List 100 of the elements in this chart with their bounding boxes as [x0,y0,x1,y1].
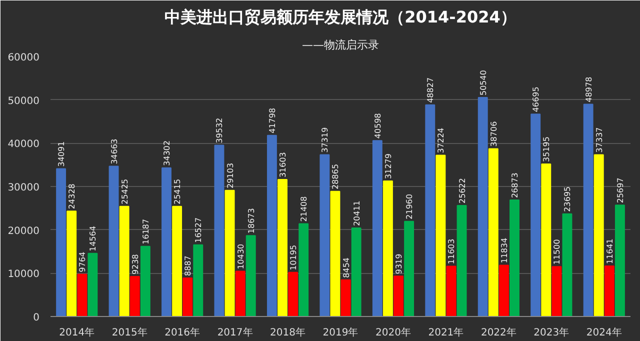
bar [193,244,204,316]
data-label: 8454 [342,258,351,278]
x-tick-label: 2018年 [270,326,306,338]
data-label: 26873 [510,172,520,198]
bar [278,179,288,316]
chart-subtitle: ——物流启示录 [302,38,379,52]
bar [140,246,150,316]
data-label: 21408 [300,196,309,222]
data-label: 37337 [594,127,604,153]
bar [77,274,88,316]
bar [246,235,256,316]
data-label: 9319 [394,254,404,274]
bar [614,204,625,316]
data-label: 9238 [130,254,140,274]
data-label: 23695 [563,186,572,212]
bar [56,168,66,316]
data-label: 10195 [289,244,298,270]
bar [172,206,182,316]
data-label: 16527 [194,217,204,243]
bar [425,104,436,316]
data-label: 37319 [320,127,330,153]
data-label: 34302 [162,140,172,166]
data-label: 11500 [552,239,562,265]
y-tick-label: 20000 [8,226,40,237]
bar [235,270,246,316]
data-label: 35195 [542,136,552,162]
data-label: 38706 [489,121,498,147]
data-label: 48827 [426,77,436,103]
bar [108,166,119,316]
bar [583,104,594,316]
bar [224,190,235,316]
x-tick-label: 2016年 [164,326,200,338]
x-tick-label: 2021年 [428,326,464,338]
bar [266,134,277,316]
y-tick-label: 40000 [8,139,40,150]
y-tick-label: 50000 [8,96,40,107]
bar [330,190,340,316]
bar [214,144,224,316]
bar [530,114,541,316]
bar [320,154,330,316]
bar [288,272,298,316]
data-label: 9764 [78,252,88,272]
y-tick-label: 0 [33,312,40,324]
data-label: 34663 [110,138,119,164]
x-tick-label: 2023年 [534,326,570,338]
x-tick-label: 2015年 [112,326,148,338]
bar [394,276,404,316]
data-label: 46695 [532,86,541,112]
y-tick-label: 60000 [8,52,40,64]
data-label: 10430 [236,244,246,270]
data-label: 28865 [331,164,340,190]
x-tick-label: 2017年 [217,326,253,338]
data-label: 31279 [384,154,393,179]
bar [541,163,552,316]
data-label: 39532 [215,118,224,144]
data-label: 11834 [500,238,509,264]
data-label: 50540 [478,70,488,96]
data-label: 18673 [246,208,256,234]
bar [446,266,456,316]
bar [66,210,77,316]
bar [119,206,130,316]
data-label: 34091 [57,141,66,167]
data-label: 14564 [88,226,98,252]
data-label: 24328 [68,184,77,210]
bar [372,140,382,316]
bar [298,223,309,316]
bar [182,277,193,316]
data-label: 8887 [184,256,193,276]
data-label: 20411 [352,200,362,226]
x-tick-label: 2020年 [376,326,411,338]
bar [88,252,98,316]
bar [340,279,351,316]
data-label: 37224 [436,128,446,154]
bar [130,276,140,316]
bar [604,266,614,316]
x-tick-label: 2019年 [322,326,358,338]
bar [498,264,509,316]
data-label: 11603 [447,238,456,264]
bar [562,213,572,316]
bar [382,180,393,316]
data-label: 25622 [458,178,467,204]
x-tick-label: 2022年 [480,326,516,338]
data-label: 41798 [268,108,277,134]
data-label: 40598 [373,113,382,139]
bar [594,154,604,316]
bar [456,204,467,316]
bar [162,167,172,316]
bar [436,154,446,316]
bar [488,148,498,316]
chart-title: 中美进出口贸易额历年发展情况（2014-2024） [164,8,516,26]
y-tick-label: 10000 [8,269,40,280]
data-label: 25697 [616,178,625,204]
data-label: 11641 [605,238,614,264]
x-tick-label: 2014年 [59,326,95,338]
y-tick-label: 30000 [8,182,40,194]
bar [510,200,520,316]
data-label: 25425 [120,178,130,204]
data-label: 48978 [584,76,594,102]
bar [404,220,414,316]
data-label: 21960 [405,194,414,220]
